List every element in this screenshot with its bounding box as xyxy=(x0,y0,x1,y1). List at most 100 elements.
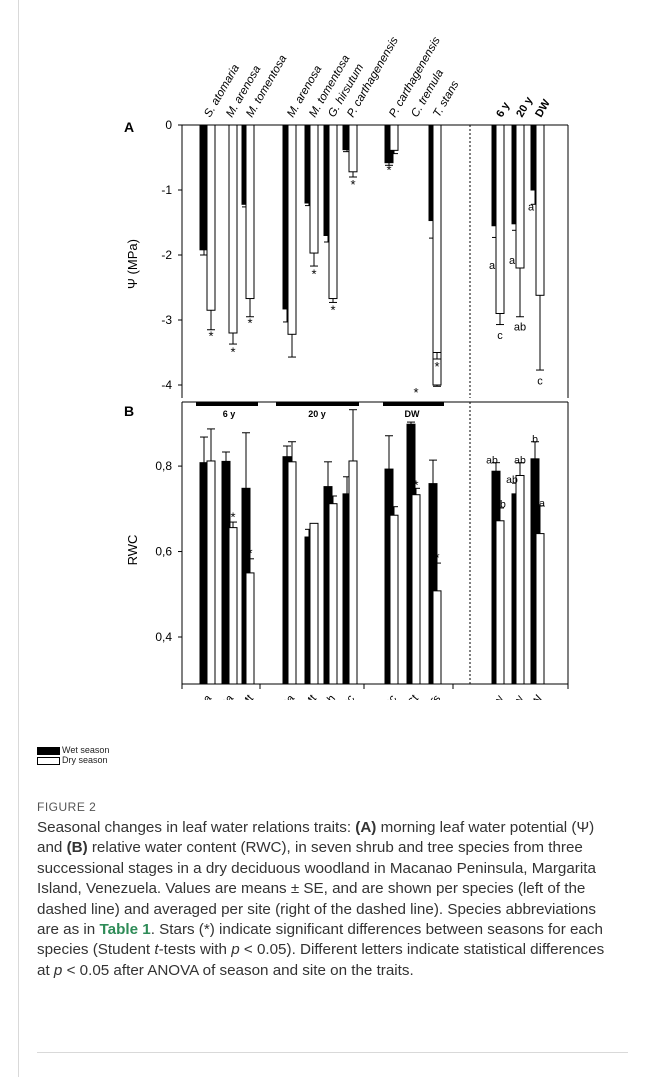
caption-italic: p xyxy=(231,941,240,959)
panel-b-annotation: ab xyxy=(486,455,498,467)
panel-a-annotation: a xyxy=(489,260,496,272)
panel-b-dry-bar xyxy=(432,590,442,685)
panel-b-annotation: * xyxy=(230,509,235,524)
panel-a-y-tick-label: -1 xyxy=(161,183,172,197)
figure-frame xyxy=(18,0,646,1077)
panel-a-y-axis-label: Ψ (MPa) xyxy=(125,239,140,289)
panel-b-category-label: Sa xyxy=(197,694,214,701)
panel-a-dry-bar xyxy=(328,124,338,300)
caption-text: . Stars (*) indicate significant differe… xyxy=(37,921,603,959)
legend-dry-label: Dry season xyxy=(62,755,108,765)
panel-a-y-tick-label: -4 xyxy=(161,378,172,392)
caption-text: Seasonal changes in leaf water relations… xyxy=(37,819,356,836)
caption-text: morning leaf water potential (Ψ) and xyxy=(37,819,595,857)
panel-a-dry-bar xyxy=(206,124,216,311)
panel-b-y-axis-label: RWC xyxy=(125,535,140,566)
panel-a-dry-bar xyxy=(515,124,525,269)
panel-b-category-label: Ts xyxy=(427,693,443,700)
panel-a-dry-bar xyxy=(432,124,442,353)
panel-a-annotation: a xyxy=(509,255,516,267)
panel-a-annotation: * xyxy=(230,345,235,360)
caption-text: relative water content (RWC), in seven s… xyxy=(37,839,596,939)
caption-panel-b-ref: (B) xyxy=(66,839,88,857)
panel-a-dry-bar xyxy=(389,124,399,151)
panel-b-dry-bar xyxy=(228,527,238,685)
panel-a-y-tick-label: 0 xyxy=(165,118,172,132)
panel-a-label: A xyxy=(124,119,134,135)
panel-b-category-label: Mt xyxy=(240,693,257,700)
panel-b-annotation: ab xyxy=(506,474,518,486)
panel-b-dry-bar xyxy=(328,503,338,685)
figure-label: FIGURE 2 xyxy=(37,800,97,814)
panel-b-annotation: ab xyxy=(494,499,506,511)
panel-b-annotation: a xyxy=(539,497,545,509)
panel-b-y-tick-label: 0,8 xyxy=(155,459,172,473)
figure-caption: Seasonal changes in leaf water relations… xyxy=(37,818,607,981)
caption-panel-a-ref: (A) xyxy=(355,819,377,836)
panel-a-annotation: * xyxy=(413,385,418,400)
panel-b-dry-bar xyxy=(206,460,216,685)
panel-a-annotation: * xyxy=(247,315,252,330)
legend-dry-swatch xyxy=(37,757,60,765)
panel-a-annotation: * xyxy=(330,302,335,317)
panel-b-annotation: ab xyxy=(514,455,526,467)
panel-a-dry-bar xyxy=(535,124,545,296)
panel-b-category-label: 6 y xyxy=(489,693,507,700)
panel-a-dry-bar xyxy=(245,124,255,300)
panel-b-group-label: 20 y xyxy=(308,409,326,419)
panel-a-annotation: * xyxy=(386,163,391,178)
panel-a-category-label: 6 y xyxy=(494,99,512,119)
panel-a-y-tick-label: -2 xyxy=(161,248,172,262)
caption-text: < 0.05). Different letters indicate stat… xyxy=(37,941,605,979)
panel-a-category-label: DW xyxy=(533,97,553,119)
panel-a-dry-bar xyxy=(348,124,358,173)
panel-b-category-label: Pc xyxy=(340,693,357,700)
panel-b-category-label: DW xyxy=(526,693,546,700)
panel-b-plot: 6 y20 yDWB0,40,60,8RWC****ababababbaSaMa… xyxy=(124,401,569,701)
panel-b-y-tick-label: 0,6 xyxy=(155,545,172,559)
panel-a-annotation: a xyxy=(528,201,535,213)
table-1-link[interactable]: Table 1 xyxy=(99,921,151,939)
panel-b-group-label: DW xyxy=(405,409,420,419)
panel-a-annotation: ab xyxy=(514,322,526,334)
panel-b-category-label: Ma xyxy=(218,694,236,701)
panel-b-dry-bar xyxy=(535,533,545,685)
panel-b-dry-bar xyxy=(515,474,525,685)
panel-b-y-tick-label: 0,4 xyxy=(155,630,172,644)
panel-b-category-label: Ct xyxy=(405,693,422,700)
panel-b-annotation: * xyxy=(247,546,252,561)
panel-b-dry-bar xyxy=(495,520,505,685)
panel-b-dry-bar xyxy=(389,514,399,685)
panel-b-annotation: * xyxy=(413,477,418,492)
panel-b-label: B xyxy=(124,403,134,419)
caption-italic: t xyxy=(154,941,159,959)
caption-text: < 0.05 after ANOVA of season and site on… xyxy=(62,961,414,979)
panel-a-annotation: * xyxy=(350,177,355,192)
panel-b-dry-bar xyxy=(287,461,297,685)
panel-a-y-tick-label: -3 xyxy=(161,313,172,327)
panel-b-dry-bar xyxy=(245,572,255,685)
panel-b-annotation: * xyxy=(434,550,439,565)
caption-italic: p xyxy=(53,961,63,979)
panel-b-category-label: Ma xyxy=(279,694,297,701)
panel-a-annotation: * xyxy=(311,267,316,282)
panel-b-category-label: 20 y xyxy=(505,693,526,700)
panel-a-dry-bar xyxy=(228,124,238,334)
panel-b-dry-bar xyxy=(309,522,319,685)
panel-a-annotation: * xyxy=(434,359,439,374)
panel-a-dry-bar xyxy=(287,124,297,335)
panel-a-annotation: c xyxy=(537,375,543,387)
panel-a-dry-bar xyxy=(309,124,319,254)
panel-b-category-label: Mt xyxy=(303,693,320,700)
panel-b-category-label: Gh xyxy=(321,694,339,701)
panel-a-dry-bar xyxy=(495,124,505,314)
panel-a-annotation: * xyxy=(208,328,213,343)
panel-b-annotation: b xyxy=(532,433,538,445)
legend-wet-label: Wet season xyxy=(62,745,110,755)
bottom-divider xyxy=(37,1052,628,1053)
panel-b-category-label: Pc xyxy=(382,693,399,700)
legend-wet-swatch xyxy=(37,747,60,755)
panel-b-dry-bar xyxy=(411,494,421,685)
